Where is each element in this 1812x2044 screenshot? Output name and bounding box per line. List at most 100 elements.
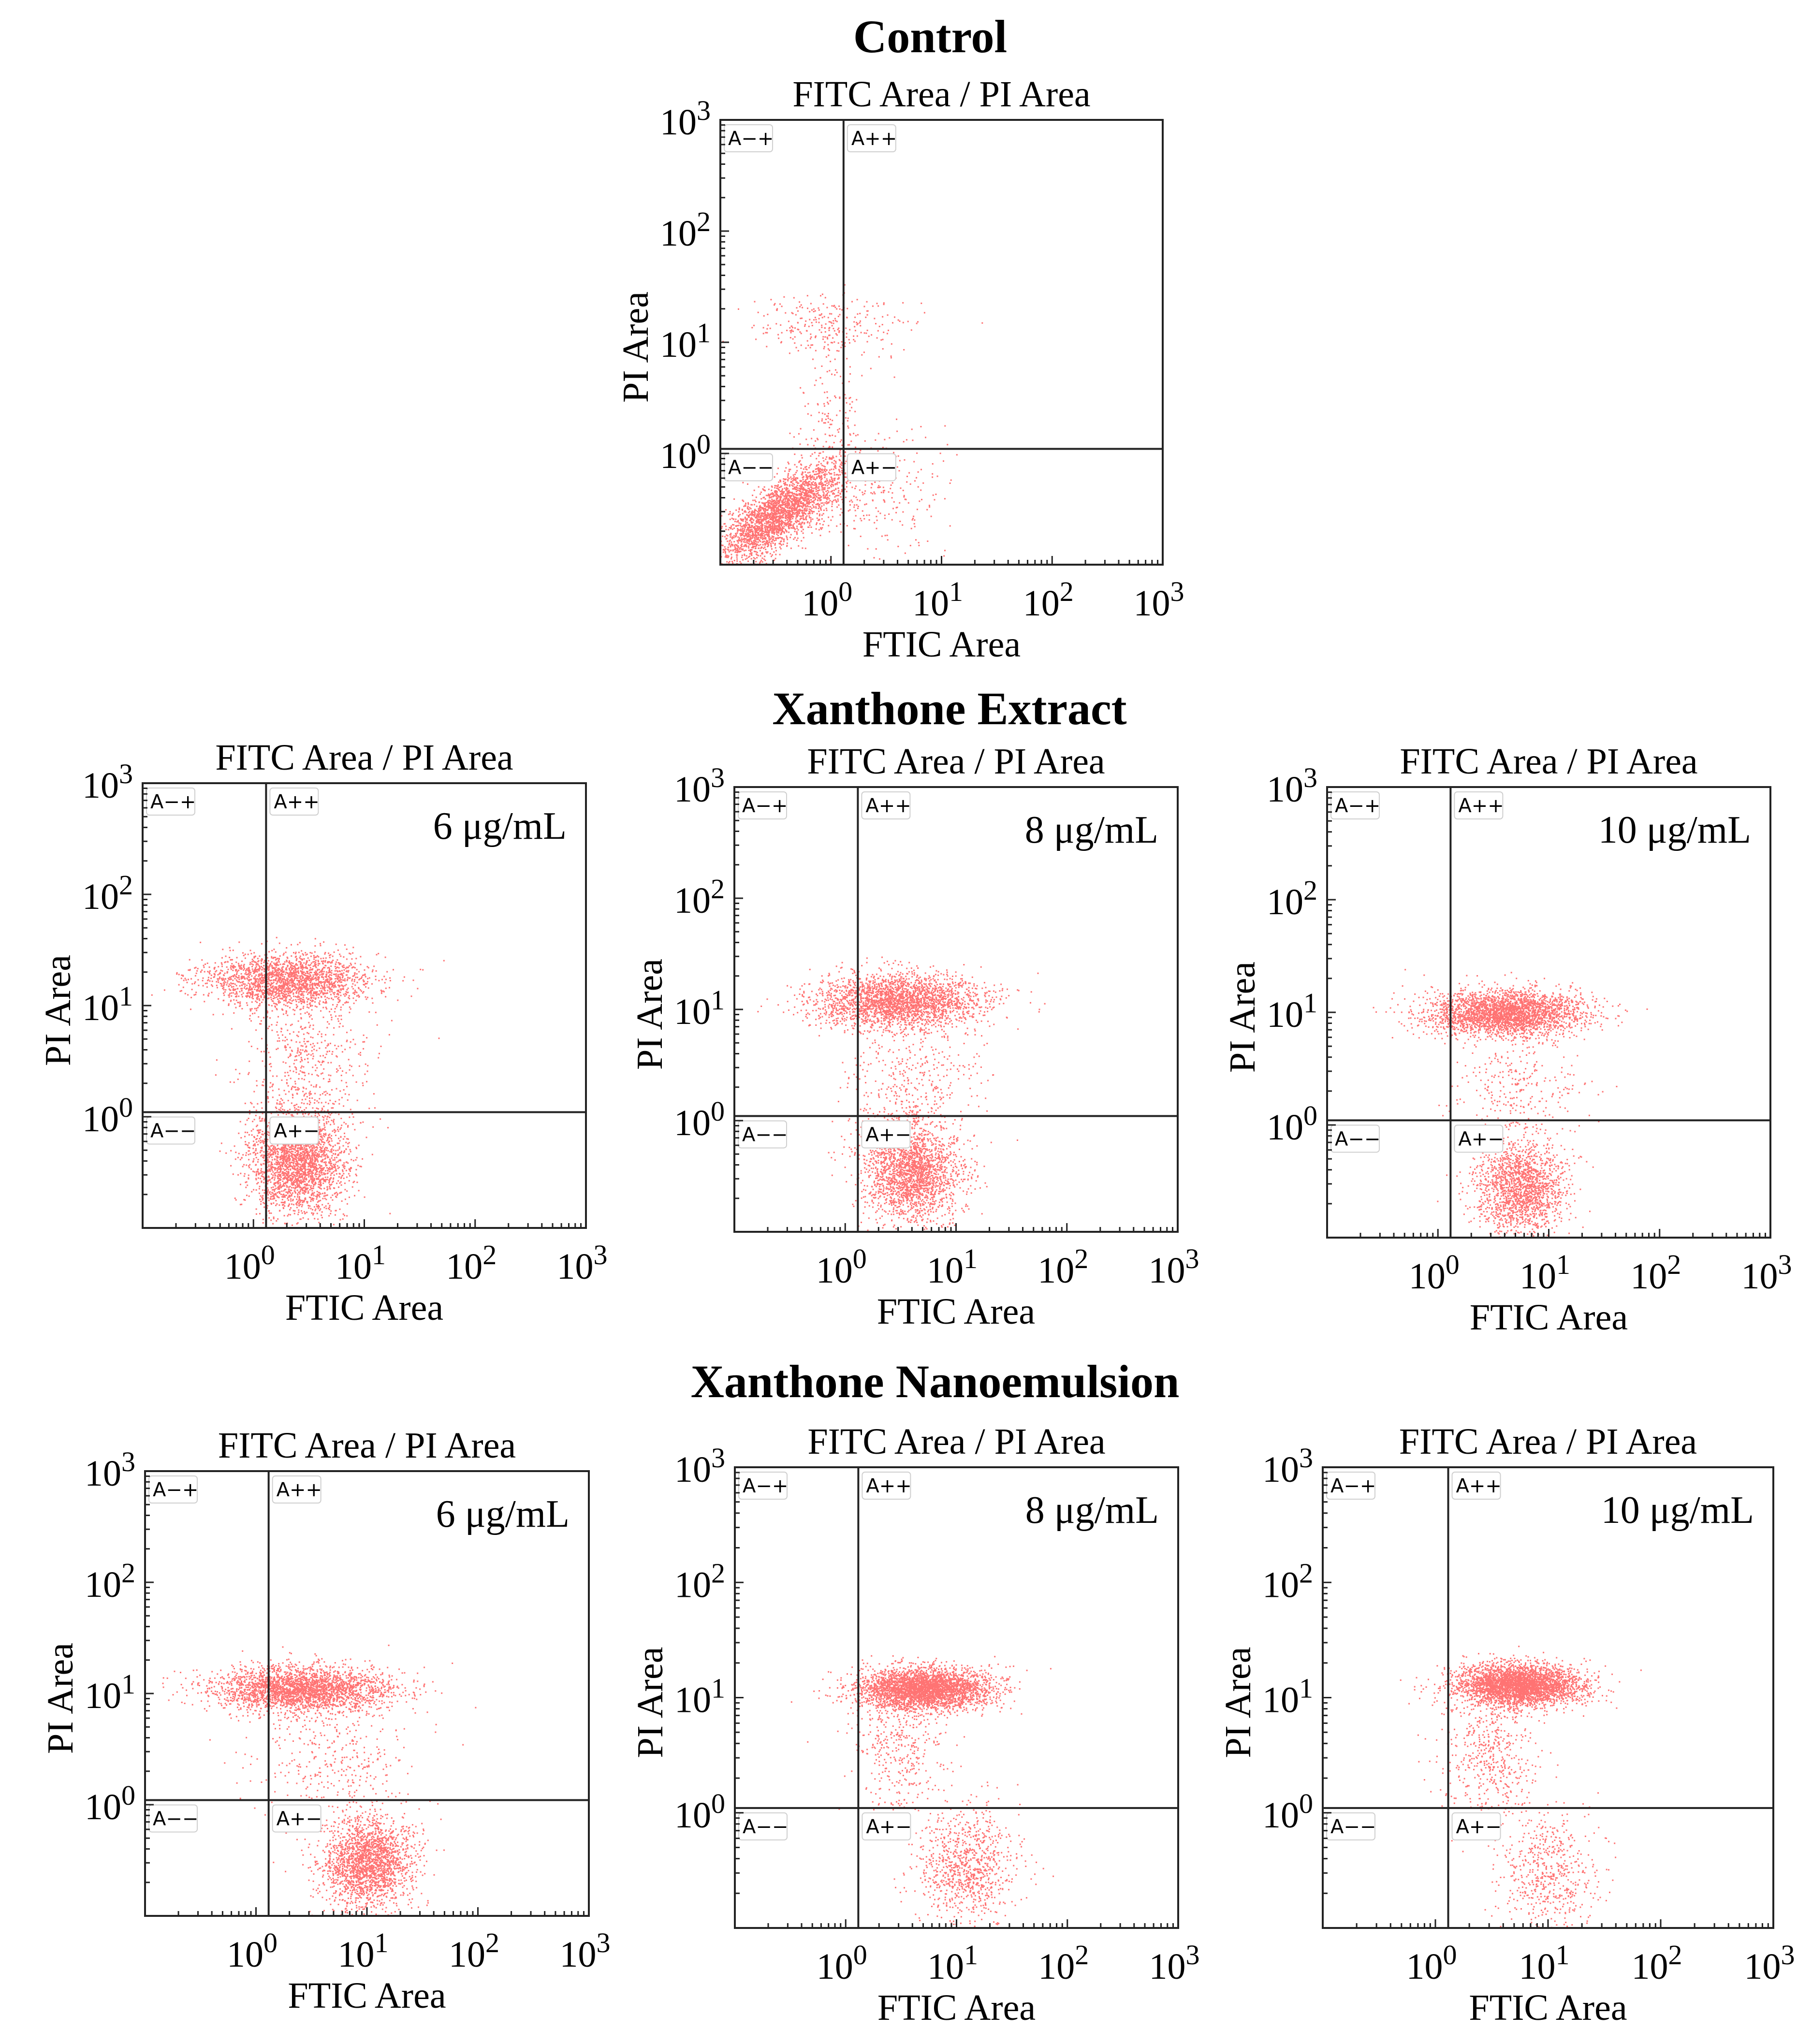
y-axis-label: PI Area (40, 1643, 81, 1754)
y-tick-label: 100 (660, 428, 711, 476)
svg-text:A−−: A−− (742, 1124, 788, 1146)
x-tick-label: 100 (227, 1927, 278, 1975)
y-tick-label: 103 (1262, 1442, 1313, 1490)
y-tick-label: 101 (674, 984, 725, 1032)
svg-text:A−+: A−+ (1335, 795, 1380, 817)
y-tick-label: 102 (1267, 875, 1317, 922)
quadrant-label: A++ (1451, 1472, 1502, 1500)
scatter-plot-6: FITC Area / PI Area A−+ A++ A−− A+− 8 μg/mL 10… (630, 1421, 1200, 2028)
x-tick-label: 101 (338, 1927, 389, 1975)
event-dots (1373, 969, 1648, 1238)
x-axis-label: FTIC Area (877, 1291, 1035, 1332)
svg-text:A−+: A−+ (1330, 1475, 1376, 1497)
quadrant-label: A−+ (724, 124, 774, 152)
quadrant-label: A+− (272, 1804, 322, 1833)
quadrant-label: A−− (738, 1120, 788, 1149)
scatter-plot-7: FITC Area / PI Area A−+ A++ A−− A+− 10 μg/mL 1… (1218, 1421, 1795, 2028)
quadrant-label: A+− (269, 1116, 320, 1145)
svg-text:A−−: A−− (728, 456, 774, 479)
concentration-label: 6 μg/mL (436, 1493, 570, 1535)
x-axis-label: FTIC Area (1470, 1297, 1628, 1338)
y-tick-label: 101 (1262, 1673, 1313, 1721)
svg-text:A++: A++ (274, 791, 319, 813)
quadrant-label: A−+ (148, 1475, 198, 1504)
x-axis-label: FTIC Area (1469, 1987, 1627, 2028)
quadrant-label: A++ (1454, 791, 1504, 819)
y-tick-label: 103 (660, 95, 711, 143)
x-tick-label: 100 (1409, 1249, 1460, 1297)
event-dots (162, 1644, 477, 1916)
y-axis-label: PI Area (615, 292, 656, 403)
x-axis-label: FTIC Area (877, 1987, 1036, 2028)
x-tick-label: 100 (1406, 1939, 1457, 1987)
plot-frame (734, 1466, 1179, 1929)
x-tick-label: 103 (560, 1927, 611, 1975)
quadrant-label: A−− (1326, 1812, 1376, 1840)
y-tick-label: 100 (674, 1095, 725, 1143)
x-tick-label: 103 (1149, 1939, 1200, 1987)
plot-title: FITC Area / PI Area (1400, 741, 1697, 782)
svg-text:A++: A++ (277, 1479, 322, 1501)
y-tick-label: 101 (1267, 987, 1317, 1035)
y-tick-label: 100 (1267, 1100, 1317, 1148)
y-tick-label: 102 (85, 1557, 135, 1605)
quadrant-label: A++ (861, 791, 911, 819)
x-tick-label: 102 (1630, 1249, 1681, 1297)
y-tick-label: 103 (674, 1442, 725, 1490)
x-tick-label: 100 (817, 1939, 867, 1987)
plot-title: FITC Area / PI Area (218, 1425, 516, 1466)
plot-title: FITC Area / PI Area (807, 741, 1105, 782)
quadrant-label: A+− (847, 453, 897, 482)
x-tick-label: 100 (224, 1239, 275, 1287)
y-axis-label: PI Area (1218, 1647, 1258, 1758)
svg-text:A+−: A+− (277, 1808, 322, 1830)
quadrant-label: A−+ (146, 788, 196, 816)
x-axis-label: FTIC Area (285, 1287, 443, 1328)
svg-text:A−+: A−+ (153, 1479, 198, 1501)
y-tick-label: 101 (660, 317, 711, 365)
concentration-label: 10 μg/mL (1598, 809, 1751, 851)
svg-text:A−+: A−+ (728, 128, 774, 150)
quadrant-label: A−− (738, 1812, 788, 1840)
quadrant-label: A+− (1451, 1812, 1502, 1840)
quadrant-label: A++ (272, 1475, 322, 1504)
concentration-label: 8 μg/mL (1025, 809, 1158, 851)
x-tick-label: 101 (1520, 1249, 1570, 1297)
x-tick-label: 100 (816, 1243, 867, 1291)
quadrant-label: A++ (847, 124, 897, 152)
quadrant-label: A−− (148, 1804, 198, 1833)
y-tick-label: 101 (85, 1668, 135, 1716)
x-axis-label: FTIC Area (288, 1975, 446, 2016)
x-tick-label: 101 (912, 576, 963, 624)
x-tick-label: 103 (1741, 1249, 1792, 1297)
concentration-label: 8 μg/mL (1025, 1489, 1159, 1532)
y-tick-label: 102 (1262, 1557, 1313, 1605)
svg-text:A++: A++ (1458, 795, 1504, 817)
quadrant-label: A−+ (738, 1472, 788, 1500)
plot-title: FITC Area / PI Area (1399, 1421, 1697, 1462)
scatter-plot-5: FITC Area / PI Area A−+ A++ A−− A+− 6 μg/mL 10… (40, 1425, 611, 2016)
x-tick-label: 101 (927, 1939, 978, 1987)
y-tick-label: 100 (1262, 1788, 1313, 1836)
y-tick-label: 100 (85, 1780, 135, 1827)
x-tick-label: 103 (1744, 1939, 1795, 1987)
scatter-plot-4: FITC Area / PI Area A−+ A++ A−− A+− 10 μg/mL 1… (1222, 741, 1792, 1338)
quadrant-label: A++ (269, 788, 320, 816)
y-axis-label: PI Area (1222, 962, 1263, 1073)
x-tick-label: 102 (446, 1239, 497, 1287)
x-tick-label: 101 (335, 1239, 386, 1287)
event-dots (151, 936, 445, 1228)
svg-text:A+−: A+− (865, 1124, 911, 1146)
y-axis-label: PI Area (629, 959, 670, 1070)
y-tick-label: 102 (674, 873, 725, 921)
x-axis-label: FTIC Area (862, 624, 1021, 665)
svg-text:A+−: A+− (866, 1816, 911, 1838)
svg-text:A−+: A−+ (742, 795, 788, 817)
y-tick-label: 101 (82, 980, 133, 1028)
group-title-xanthone-nanoemulsion: Xanthone Nanoemulsion (691, 1356, 1180, 1407)
quadrant-label: A−− (146, 1116, 196, 1145)
y-tick-label: 103 (1267, 762, 1317, 810)
x-tick-label: 101 (927, 1243, 978, 1291)
svg-text:A++: A++ (865, 795, 911, 817)
